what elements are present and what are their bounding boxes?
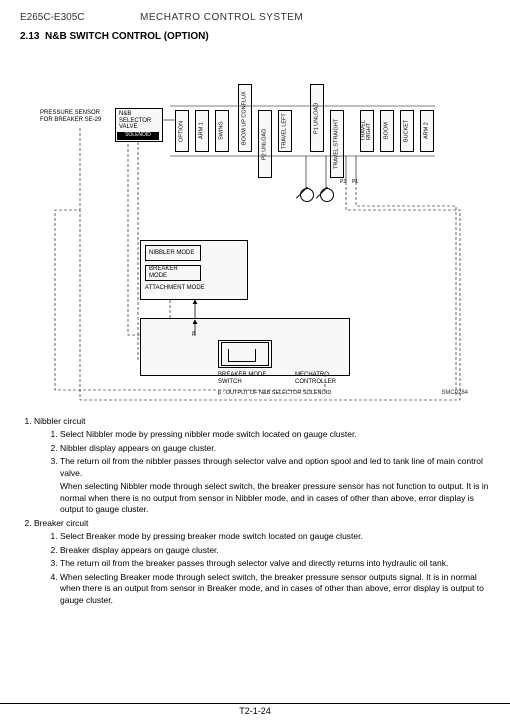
box-option: OPTION — [175, 110, 189, 152]
breaker-switch-box — [218, 340, 272, 368]
item-breaker-circuit: Breaker circuit Select Breaker mode by p… — [34, 518, 490, 606]
box-arm2: ARM 2 — [420, 110, 434, 152]
attachment-mode-group: NIBBLER MODE BREAKER MODE ATTACHMENT MOD… — [140, 240, 248, 300]
box-travel-left: TRAVEL LEFT — [278, 110, 292, 152]
box-boom: BOOM — [380, 110, 394, 152]
controller-label: MECHATRO CONTROLLER — [295, 372, 355, 385]
list-item: The return oil from the breaker passes t… — [60, 558, 490, 569]
pump-icon — [320, 188, 334, 202]
box-travel-straight: TRAVEL STRAIGHT — [330, 110, 344, 178]
system-diagram: OPTION ARM 1 SWING BOOM UP CONFLUX P2 UN… — [20, 50, 490, 410]
p2-label: P2 — [340, 180, 346, 186]
list-item: The return oil from the nibbler passes t… — [60, 456, 490, 479]
model-code: E265C-E305C — [20, 12, 140, 23]
list-item: Select Breaker mode by pressing breaker … — [60, 531, 490, 542]
attachment-mode-label: ATTACHMENT MODE — [145, 285, 205, 292]
paragraph: When selecting Nibbler mode through sele… — [60, 481, 490, 515]
breaker-switch-label: BREAKER MODE SWITCH — [218, 372, 278, 385]
body-text: Nibbler circuit Select Nibbler mode by p… — [20, 416, 490, 606]
page-header: E265C-E305C MECHATRO CONTROL SYSTEM — [20, 12, 490, 23]
solenoid-block: SOLENOID — [117, 132, 159, 140]
section-title: 2.13 N&B SWITCH CONTROL (OPTION) — [20, 31, 490, 42]
list-item: Breaker display appears on gauge cluster… — [60, 545, 490, 556]
diagram-refcode: SMC0284 — [441, 390, 468, 396]
list-item: Nibbler display appears on gauge cluster… — [60, 443, 490, 454]
list-item: When selecting Breaker mode through sele… — [60, 572, 490, 606]
box-p1-unload: P1 UNLOAD — [310, 84, 324, 152]
system-title: MECHATRO CONTROL SYSTEM — [140, 12, 490, 23]
box-bucket: BUCKET — [400, 110, 414, 152]
nibbler-mode-box: NIBBLER MODE — [145, 245, 201, 261]
box-boom-conflux: BOOM UP CONFLUX — [238, 84, 252, 152]
page-footer: T2-1-24 — [0, 703, 510, 716]
box-arm1: ARM 1 — [195, 110, 209, 152]
footnote: β : OUTPUT OF N&B SELECTOR SOLENOID — [218, 390, 418, 396]
pressure-sensor-label: PRESSURE SENSOR FOR BREAKER SE-29 — [40, 110, 112, 123]
breaker-mode-box: BREAKER MODE — [145, 265, 201, 281]
item-nibbler-circuit: Nibbler circuit Select Nibbler mode by p… — [34, 416, 490, 516]
list-item: Select Nibbler mode by pressing nibbler … — [60, 429, 490, 440]
box-p2-unload: P2 UNLOAD — [258, 110, 272, 178]
box-swing: SWING — [215, 110, 229, 152]
p1-label: P1 — [352, 180, 358, 186]
box-travel-right: TRAVEL RIGHT — [360, 110, 374, 152]
pump-icon — [300, 188, 314, 202]
